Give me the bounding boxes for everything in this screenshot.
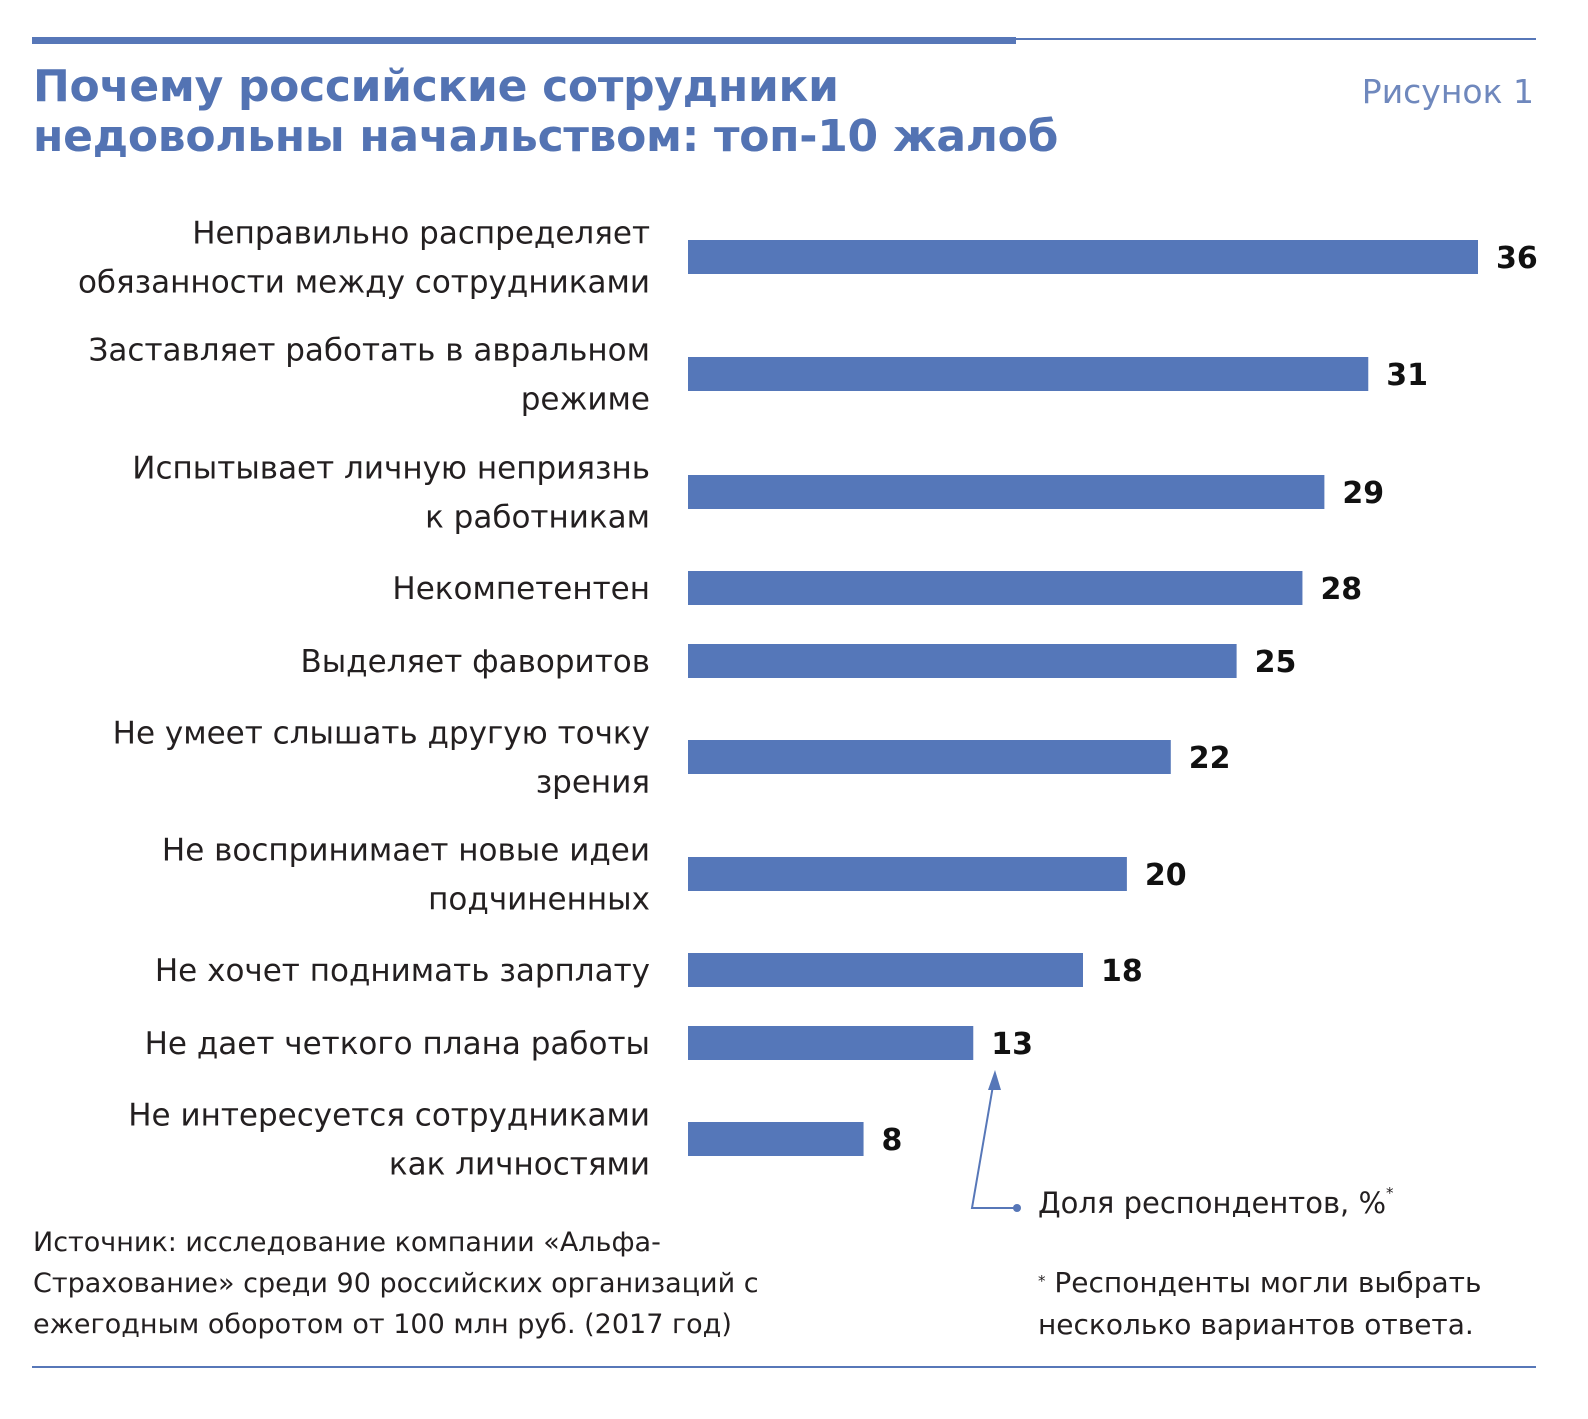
category-label: Не умеет слышать другую точку зрения (113, 716, 650, 801)
category-label-line: Испытывает личную неприязнь (132, 451, 650, 487)
footnote-asterisk: * (1038, 1272, 1046, 1290)
category-label-line: к работникам (425, 500, 650, 536)
bar-value-label: 25 (1255, 645, 1297, 680)
chart-title: Почему российские сотрудники недовольны … (33, 61, 1059, 162)
bar-value-label: 13 (991, 1027, 1033, 1062)
category-label: Не хочет поднимать зарплату (155, 953, 650, 989)
category-label-line: Неправильно распределяет (192, 216, 650, 252)
category-label-line: зрения (536, 765, 650, 801)
bar (688, 1122, 864, 1156)
bar (688, 475, 1325, 509)
axis-legend: Доля респондентов, %* (1038, 1184, 1394, 1220)
category-label: Не дает четкого плана работы (145, 1026, 650, 1062)
category-label: Заставляет работать в авральном режиме (89, 333, 650, 418)
legend-pointer-line (970, 1073, 1016, 1209)
source-note: Источник: исследование компании «Альфа-С… (33, 1227, 759, 1340)
bar-value-label: 28 (1320, 572, 1362, 607)
legend-asterisk: * (1386, 1184, 1394, 1202)
bar (688, 571, 1303, 605)
figure-label: Рисунок 1 (1361, 72, 1534, 111)
category-label-line: как личностями (389, 1147, 650, 1183)
bar (688, 357, 1369, 391)
bar (688, 644, 1237, 678)
top-rule-thin (1016, 38, 1536, 40)
legend-pointer-arrowhead (988, 1070, 1001, 1090)
category-label: Не воспринимает новые идеи подчиненных (162, 833, 650, 918)
bars-group: 36 Неправильно распределяет обязанности ме… (78, 216, 1538, 1183)
category-label: Некомпетентен (392, 571, 650, 607)
category-label-line: Заставляет работать в авральном (89, 333, 650, 369)
bar-value-label: 31 (1386, 358, 1428, 393)
category-label-line: Не умеет слышать другую точку (113, 716, 650, 752)
bar-value-label: 18 (1101, 954, 1143, 989)
category-label: Испытывает личную неприязнь к работникам (132, 451, 650, 536)
category-label: Неправильно распределяет обязанности межд… (78, 216, 650, 301)
bar (688, 953, 1083, 987)
footnote-text: Респонденты могли выбрать несколько вари… (1038, 1266, 1482, 1341)
bar-value-label: 29 (1342, 476, 1384, 511)
category-label-line: подчиненных (428, 882, 650, 918)
bar (688, 740, 1171, 774)
category-label-line: Выделяет фаворитов (300, 644, 650, 680)
category-label-line: Не дает четкого плана работы (145, 1026, 650, 1062)
bottom-rule (32, 1366, 1536, 1368)
bar-value-label: 22 (1189, 741, 1231, 776)
bar (688, 857, 1127, 891)
category-label: Не интересуется сотрудниками как личностя… (128, 1098, 650, 1183)
bar (688, 240, 1478, 274)
category-label-line: Не воспринимает новые идеи (162, 833, 650, 869)
legend-pointer (970, 1070, 1021, 1212)
bar-value-label: 36 (1496, 241, 1538, 276)
bar (688, 1026, 974, 1060)
category-label-line: Не хочет поднимать зарплату (155, 953, 650, 989)
category-label: Выделяет фаворитов (300, 644, 650, 680)
legend-pointer-dot (1013, 1204, 1021, 1212)
legend-text: Доля респондентов, % (1038, 1186, 1387, 1220)
category-label-line: режиме (521, 382, 650, 418)
bar-value-label: 8 (882, 1123, 903, 1158)
category-label-line: Не интересуется сотрудниками (128, 1098, 650, 1134)
footnote: * Респонденты могли выбрать несколько ва… (1038, 1262, 1538, 1346)
category-label-line: обязанности между сотрудниками (78, 265, 650, 301)
category-label-line: Некомпетентен (392, 571, 650, 607)
bar-value-label: 20 (1145, 858, 1187, 893)
top-rule-thick (32, 37, 1016, 44)
